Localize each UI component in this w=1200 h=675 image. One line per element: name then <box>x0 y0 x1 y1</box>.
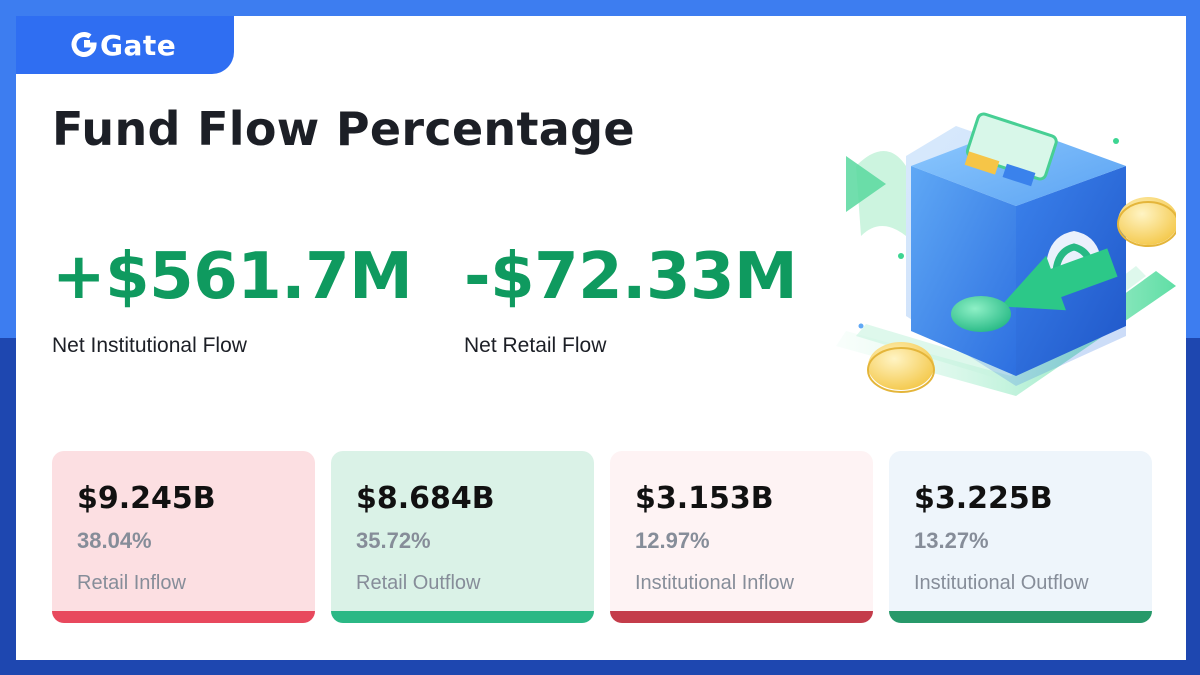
net-retail-stat: -$72.33M Net Retail Flow <box>464 240 798 358</box>
brand-logo: Gate <box>16 16 234 74</box>
brand-name: Gate <box>100 28 177 62</box>
card-label: Institutional Outflow <box>914 572 1089 594</box>
stat-label: Net Retail Flow <box>464 334 607 358</box>
stat-value: -$72.33M <box>464 240 798 314</box>
card-accent-bar <box>52 611 315 623</box>
card-percent: 38.04% <box>77 528 152 553</box>
gate-logo-icon <box>71 32 97 57</box>
card-accent-bar <box>889 611 1152 623</box>
card-amount: $3.225B <box>914 481 1053 516</box>
card-percent: 12.97% <box>635 528 710 553</box>
stat-label: Net Institutional Flow <box>52 334 247 358</box>
card-accent-bar <box>610 611 873 623</box>
card-percent: 13.27% <box>914 528 989 553</box>
card-label: Retail Outflow <box>356 572 481 594</box>
card-label: Retail Inflow <box>77 572 186 594</box>
card-retail-outflow: $8.684B 35.72% Retail Outflow <box>331 451 594 623</box>
card-accent-bar <box>331 611 594 623</box>
flow-cards: $9.245B 38.04% Retail Inflow $8.684B 35.… <box>52 451 1152 623</box>
net-institutional-stat: +$561.7M Net Institutional Flow <box>52 240 413 358</box>
card-institutional-inflow: $3.153B 12.97% Institutional Inflow <box>610 451 873 623</box>
page-title: Fund Flow Percentage <box>52 102 635 156</box>
content-panel: Gate Fund Flow Percentage +$561.7M Net I… <box>16 16 1186 660</box>
crypto-vault-illustration <box>836 112 1176 396</box>
stat-value: +$561.7M <box>52 240 413 314</box>
card-amount: $3.153B <box>635 481 774 516</box>
card-retail-inflow: $9.245B 38.04% Retail Inflow <box>52 451 315 623</box>
card-label: Institutional Inflow <box>635 572 794 594</box>
card-amount: $8.684B <box>356 481 495 516</box>
card-percent: 35.72% <box>356 528 431 553</box>
card-amount: $9.245B <box>77 481 216 516</box>
card-institutional-outflow: $3.225B 13.27% Institutional Outflow <box>889 451 1152 623</box>
